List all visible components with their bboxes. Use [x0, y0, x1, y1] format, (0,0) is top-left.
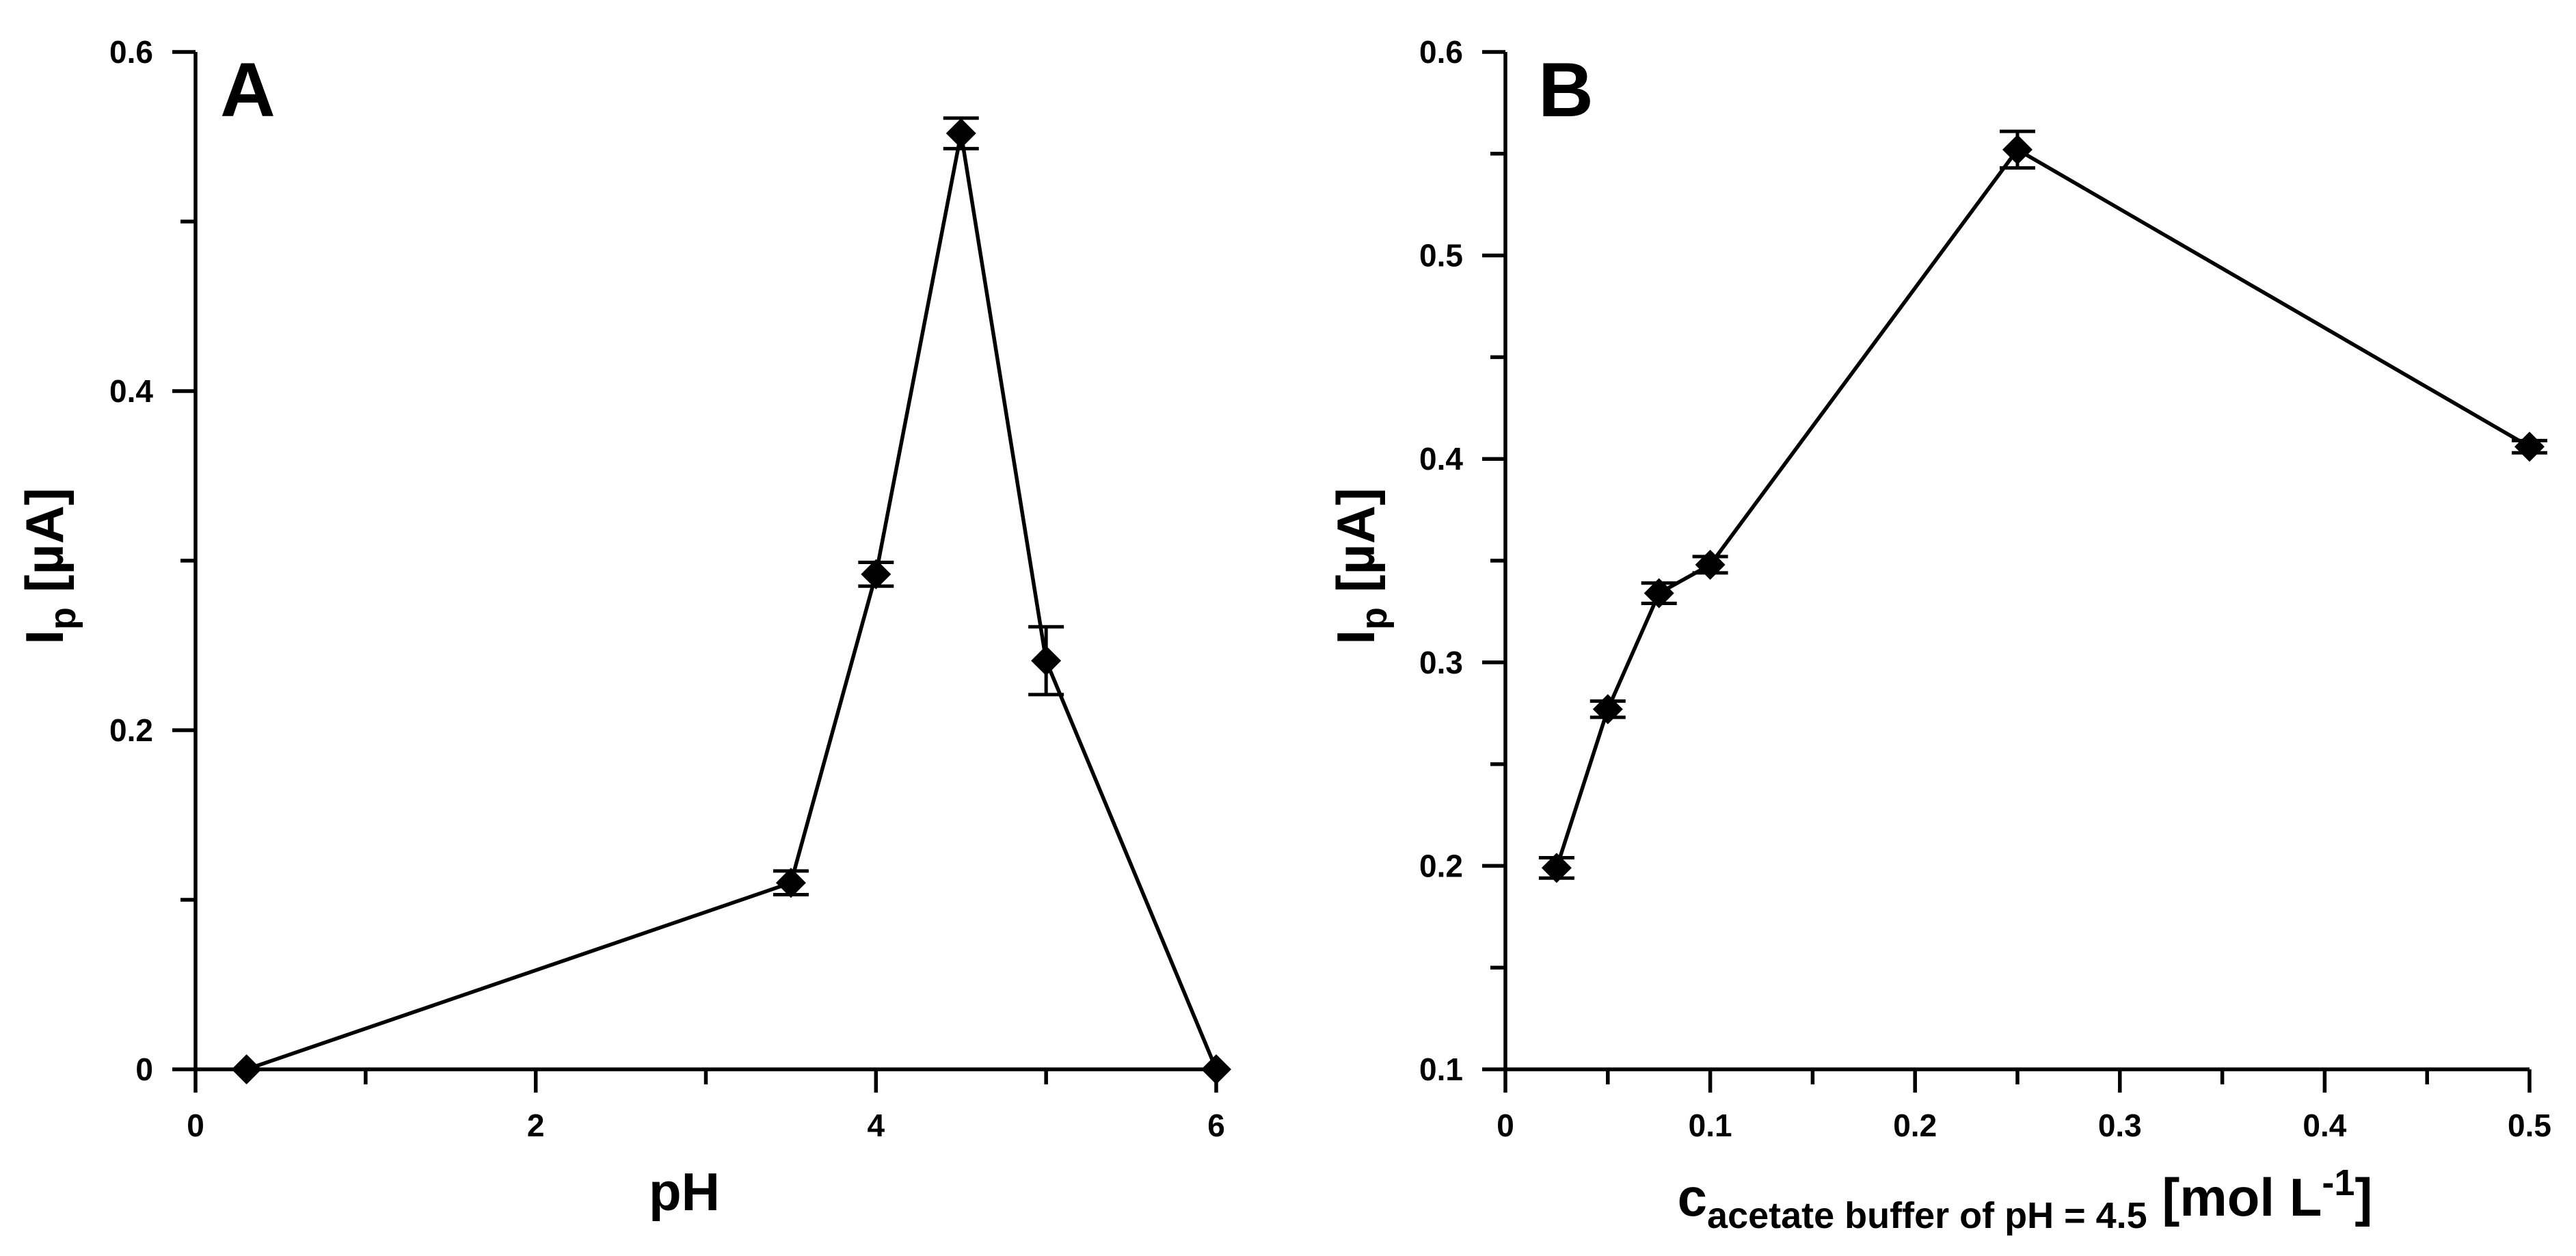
x-tick-label-b: 0.2	[1893, 1108, 1937, 1143]
data-point-b	[2514, 431, 2545, 462]
chart-panel-b: B cacetate buffer of pH = 4.5 [mol L-1] …	[1326, 34, 2551, 1236]
data-point-a	[1201, 1054, 1231, 1084]
data-point-a	[231, 1054, 262, 1084]
y-tick-label-a: 0	[135, 1052, 153, 1087]
x-tick-label-a: 2	[527, 1108, 545, 1143]
data-point-b	[1643, 578, 1674, 609]
y-tick-label-b: 0.5	[1419, 238, 1463, 273]
y-axis-title-a: Ip [µA]	[14, 487, 83, 645]
data-point-b	[1695, 549, 1726, 580]
y-tick-label-a: 0.2	[109, 712, 153, 748]
x-tick-label-b: 0.5	[2508, 1108, 2551, 1143]
data-point-b	[2002, 134, 2032, 165]
x-tick-label-b: 0	[1497, 1108, 1514, 1143]
x-axis-title-b: cacetate buffer of pH = 4.5 [mol L-1]	[1678, 1162, 2373, 1236]
y-tick-label-b: 0.1	[1419, 1052, 1463, 1087]
series-line-a	[245, 133, 1218, 1071]
data-point-b	[1592, 694, 1623, 725]
x-tick-label-b: 0.3	[2098, 1108, 2142, 1143]
y-tick-label-b: 0.3	[1419, 645, 1463, 680]
chart-panel-a: A pH Ip [µA] 0 2 4 6 0 0.2 0.4 0.6	[14, 34, 1231, 1222]
y-tick-label-b: 0.2	[1419, 848, 1463, 883]
x-tick-label-a: 0	[187, 1108, 204, 1143]
data-point-a	[775, 868, 806, 898]
data-point-b	[1541, 853, 1572, 883]
data-point-a	[861, 559, 891, 589]
series-line-b	[1555, 147, 2531, 869]
y-tick-label-b: 0.4	[1419, 441, 1463, 477]
x-tick-label-a: 6	[1207, 1108, 1225, 1143]
x-tick-label-a: 4	[868, 1108, 885, 1143]
x-tick-label-b: 0.4	[2303, 1108, 2346, 1143]
y-tick-label-a: 0.4	[109, 373, 153, 409]
data-point-a	[1031, 645, 1062, 676]
panel-label-a: A	[220, 47, 276, 133]
y-tick-label-a: 0.6	[109, 34, 153, 70]
data-point-a	[945, 118, 976, 149]
x-tick-label-b: 0.1	[1689, 1108, 1732, 1143]
panel-label-b: B	[1538, 47, 1594, 133]
y-tick-label-b: 0.6	[1419, 34, 1463, 70]
y-axis-title-b: Ip [µA]	[1326, 487, 1395, 645]
x-axis-title-a: pH	[649, 1162, 720, 1222]
